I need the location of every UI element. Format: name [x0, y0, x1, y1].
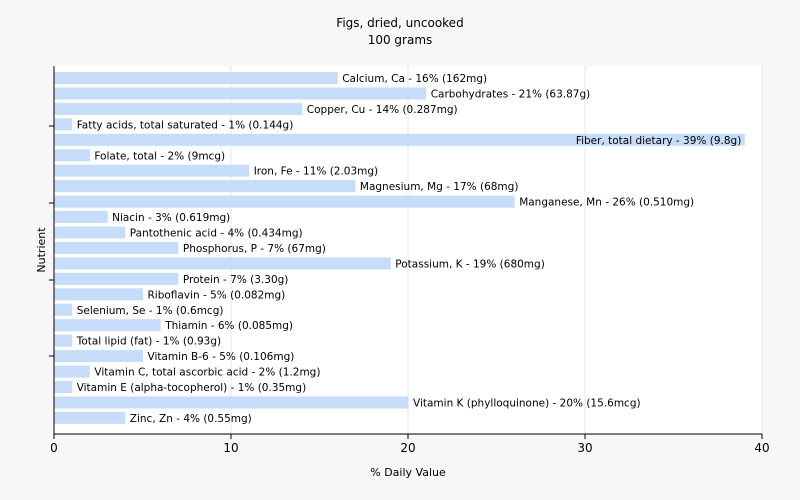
bar	[54, 350, 143, 363]
bar	[54, 319, 161, 332]
x-axis-label: % Daily Value	[370, 466, 446, 479]
bar	[54, 257, 391, 270]
x-tick-label: 0	[50, 441, 58, 455]
bar	[54, 411, 126, 424]
bar-label: Vitamin C, total ascorbic acid - 2% (1.2…	[94, 367, 320, 379]
bar	[54, 226, 126, 239]
bar	[54, 72, 338, 84]
bar	[54, 288, 143, 301]
bar-label: Pantothenic acid - 4% (0.434mg)	[130, 228, 303, 240]
bar	[54, 365, 90, 378]
bar-label: Vitamin B-6 - 5% (0.106mg)	[148, 351, 295, 363]
bar-label: Riboflavin - 5% (0.082mg)	[148, 289, 286, 301]
bar	[54, 195, 515, 208]
bar-label: Iron, Fe - 11% (2.03mg)	[254, 166, 378, 178]
bar-labels: Calcium, Ca - 16% (162mg) Carbohydrates -…	[76, 73, 742, 425]
bar	[54, 211, 108, 224]
bar	[54, 180, 356, 193]
chart-subtitle: 100 grams	[368, 33, 433, 47]
bar-label: Folate, total - 2% (9mcg)	[94, 150, 225, 162]
bar-label: Carbohydrates - 21% (63.87g)	[431, 88, 591, 100]
bar	[54, 241, 179, 254]
bar	[54, 118, 73, 131]
bar-label: Fatty acids, total saturated - 1% (0.144…	[77, 119, 294, 131]
x-tick-label: 40	[754, 441, 769, 455]
bar	[54, 164, 250, 177]
x-tick-label: 20	[400, 441, 415, 455]
bar	[54, 87, 427, 100]
bar-label: Vitamin E (alpha-tocopherol) - 1% (0.35m…	[77, 382, 307, 394]
bar-label: Vitamin K (phylloquinone) - 20% (15.6mcg…	[413, 397, 641, 409]
bar-label: Protein - 7% (3.30g)	[183, 274, 289, 286]
grid-lines	[230, 66, 763, 434]
bar-label: Calcium, Ca - 16% (162mg)	[342, 73, 487, 85]
bar	[54, 149, 90, 162]
bar	[54, 396, 409, 409]
bar-label: Selenium, Se - 1% (0.6mcg)	[77, 305, 224, 317]
bars	[54, 72, 745, 424]
bar	[54, 133, 745, 146]
bar-label: Fiber, total dietary - 39% (9.8g)	[576, 135, 741, 147]
chart-title: Figs, dried, uncooked	[336, 16, 463, 30]
bar	[54, 272, 179, 285]
x-tick-label: 10	[223, 441, 238, 455]
bar-label: Total lipid (fat) - 1% (0.93g)	[76, 336, 221, 348]
y-axis-label: Nutrient	[35, 227, 48, 273]
bar-label: Niacin - 3% (0.619mg)	[112, 212, 230, 224]
bar	[54, 381, 73, 393]
bar	[54, 334, 73, 347]
bar-label: Manganese, Mn - 26% (0.510mg)	[519, 197, 694, 209]
bar-label: Magnesium, Mg - 17% (68mg)	[360, 181, 519, 193]
bar-label: Thiamin - 6% (0.085mg)	[164, 320, 293, 332]
bar-label: Copper, Cu - 14% (0.287mg)	[307, 104, 458, 116]
x-ticks: 0 10 20 30 40	[50, 434, 770, 455]
bar-label: Potassium, K - 19% (680mg)	[395, 258, 545, 270]
x-tick-label: 30	[577, 441, 592, 455]
bar	[54, 303, 73, 316]
bar-label: Zinc, Zn - 4% (0.55mg)	[130, 413, 252, 425]
y-ticks	[49, 125, 54, 357]
bar-label: Phosphorus, P - 7% (67mg)	[183, 243, 326, 255]
bar	[54, 102, 303, 115]
